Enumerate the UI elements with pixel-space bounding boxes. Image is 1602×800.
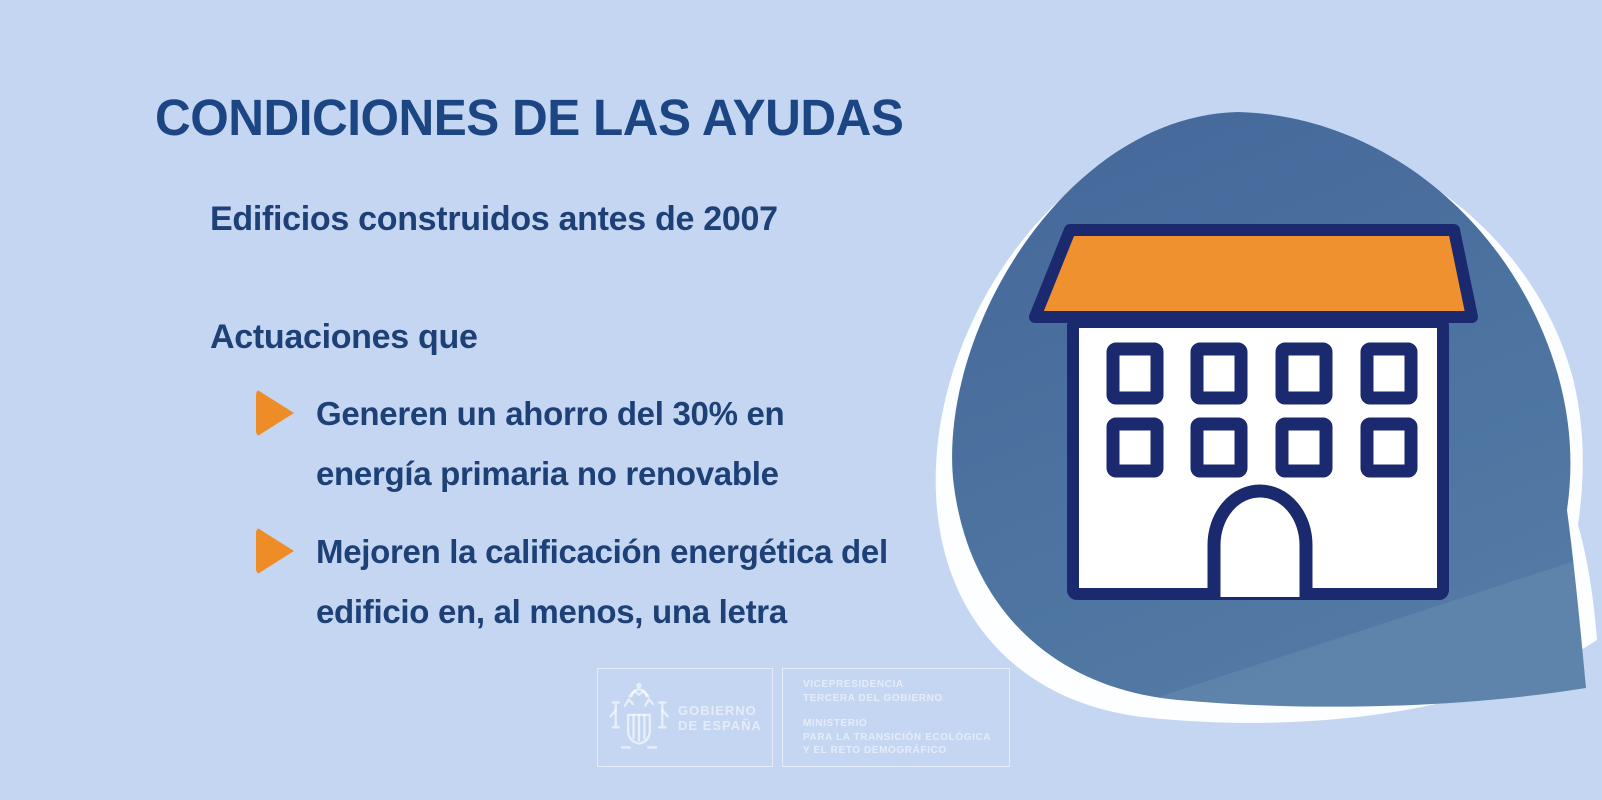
house-window [1360, 417, 1418, 478]
bullet-text: Generen un ahorro del 30% en energía pri… [316, 384, 785, 504]
government-label: GOBIERNO DE ESPAÑA [678, 703, 762, 733]
bullet-line: Mejoren la calificación energética del [316, 533, 888, 570]
spain-coat-of-arms-icon [609, 682, 669, 749]
government-label-line: GOBIERNO [678, 702, 757, 718]
house-window [1190, 342, 1248, 405]
house-window [1190, 417, 1248, 478]
ministry-label: MINISTERIO PARA LA TRANSICIÓN ECOLÓGICA … [803, 717, 1001, 758]
footer-logo: GOBIERNO DE ESPAÑA VICEPRESIDENCIA TERCE… [597, 668, 1010, 767]
house-window [1106, 342, 1164, 405]
house-icon [1029, 224, 1478, 600]
house-window [1275, 417, 1333, 478]
bullet-line: Generen un ahorro del 30% en [316, 395, 785, 432]
government-logo-box: GOBIERNO DE ESPAÑA [597, 668, 773, 767]
ministry-line: MINISTERIO [803, 718, 868, 729]
ministry-line: TERCERA DEL GOBIERNO [803, 692, 943, 704]
bubble-highlight-band [1100, 552, 1586, 707]
subtitle-text: Edificios construidos antes de 2007 [210, 200, 778, 238]
triangle-bullet-icon [256, 389, 294, 437]
bullet-line: edificio en, al menos, una letra [316, 593, 787, 630]
bullet-text: Mejoren la calificación energética del e… [316, 522, 888, 642]
government-label-line: DE ESPAÑA [678, 717, 762, 733]
ministry-line: VICEPRESIDENCIA [803, 679, 904, 690]
vicepresidency-label: VICEPRESIDENCIA TERCERA DEL GOBIERNO [803, 678, 1001, 705]
bullet-item: Mejoren la calificación energética del e… [256, 522, 888, 642]
house-window [1275, 342, 1333, 405]
ministry-line: PARA LA TRANSICIÓN ECOLÓGICA [803, 731, 992, 743]
house-roof [1029, 224, 1478, 323]
bullet-line: energía primaria no renovable [316, 455, 779, 492]
house-windows-row2 [1106, 417, 1418, 478]
section-heading: Actuaciones que [210, 318, 478, 356]
triangle-bullet-icon [256, 527, 294, 575]
ministry-label-box: VICEPRESIDENCIA TERCERA DEL GOBIERNO MIN… [782, 668, 1010, 767]
bullet-item: Generen un ahorro del 30% en energía pri… [256, 384, 785, 504]
house-window [1360, 342, 1418, 405]
house-window [1106, 417, 1164, 478]
house-door [1207, 484, 1313, 597]
house-windows-row1 [1106, 342, 1418, 405]
ministry-line: Y EL RETO DEMOGRÁFICO [803, 745, 947, 756]
page-title: CONDICIONES DE LAS AYUDAS [155, 89, 904, 146]
